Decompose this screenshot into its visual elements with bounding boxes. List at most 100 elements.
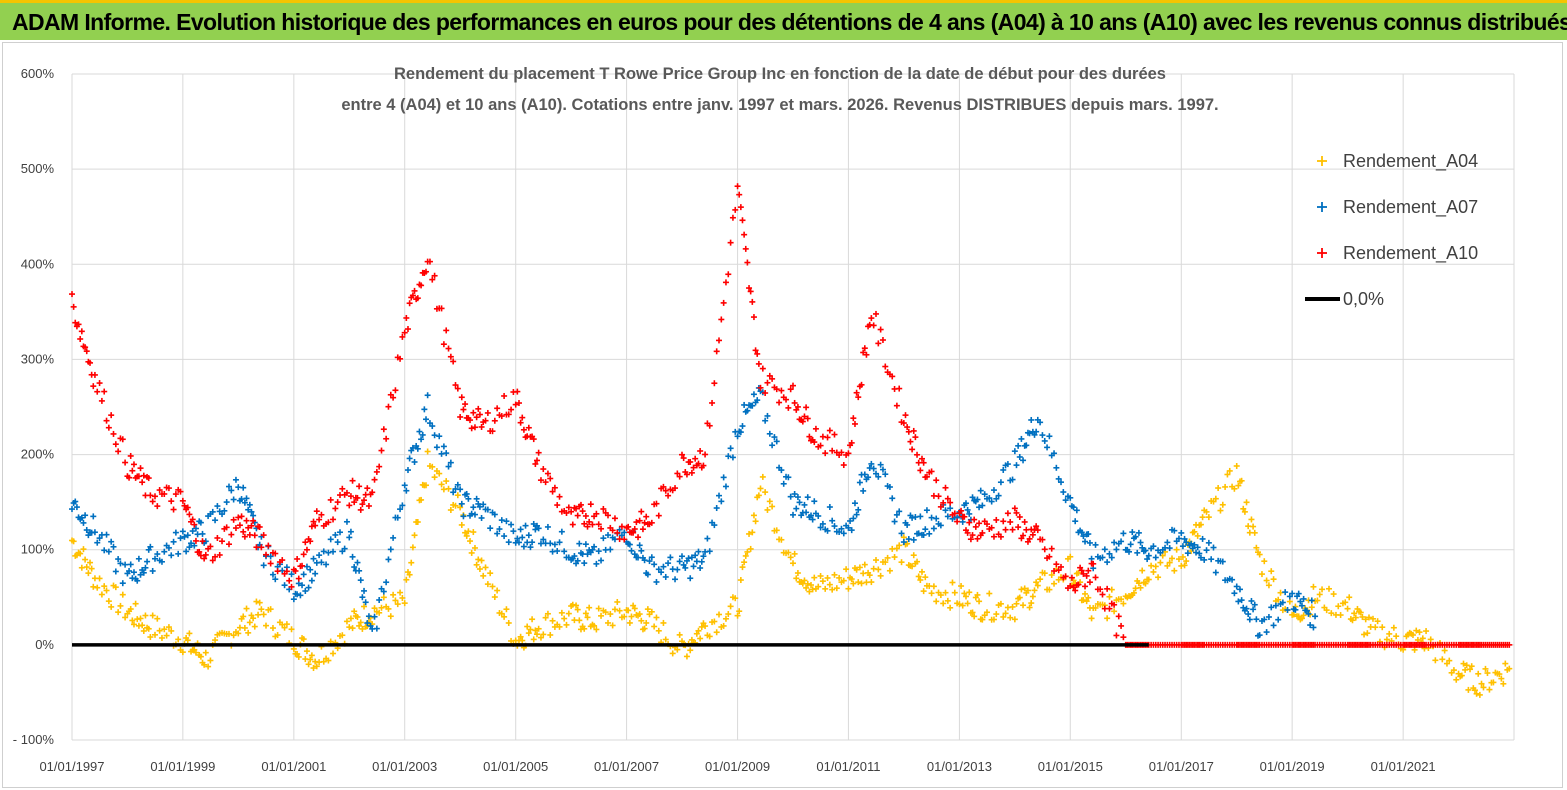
data-point (1490, 679, 1497, 686)
data-point (1178, 529, 1185, 536)
data-point (443, 450, 450, 457)
data-point (1197, 554, 1204, 561)
data-point (764, 412, 771, 419)
data-point (947, 499, 954, 506)
data-point (318, 511, 325, 518)
data-point (501, 392, 508, 399)
data-point (1393, 633, 1400, 640)
data-point (692, 455, 699, 462)
data-point (325, 657, 332, 664)
data-point (1193, 549, 1200, 556)
data-point (385, 605, 392, 612)
data-point (951, 589, 958, 596)
data-point (117, 560, 124, 567)
chart-legend: Rendement_A04 Rendement_A07 Rendement_A10 0… (1305, 151, 1478, 309)
legend-item: Rendement_A07 (1317, 197, 1478, 218)
data-point (734, 183, 741, 190)
data-point (457, 413, 464, 420)
data-point (574, 557, 581, 564)
data-point (462, 401, 469, 408)
data-point (737, 429, 744, 436)
data-point (658, 569, 665, 576)
data-point (794, 403, 801, 410)
data-point (347, 528, 354, 535)
data-point (811, 574, 818, 581)
data-point (318, 559, 325, 566)
data-point (300, 571, 307, 578)
data-point (915, 530, 922, 537)
data-point (241, 533, 248, 540)
data-point (424, 392, 431, 399)
data-point (263, 551, 270, 558)
data-point (1080, 570, 1087, 577)
data-point (1181, 535, 1188, 542)
data-point (144, 558, 151, 565)
data-point (1208, 556, 1215, 563)
data-point (824, 434, 831, 441)
data-point (868, 315, 875, 322)
data-point (626, 619, 633, 626)
data-point (356, 483, 363, 490)
data-point (1416, 629, 1423, 636)
data-point (1026, 604, 1033, 611)
data-point (520, 543, 527, 550)
data-point (401, 482, 408, 489)
data-point (305, 661, 312, 668)
data-point (122, 614, 129, 621)
data-point (349, 477, 356, 484)
data-point (923, 473, 930, 480)
data-point (517, 526, 524, 533)
data-point (380, 594, 387, 601)
legend-label: Rendement_A10 (1343, 243, 1478, 264)
data-point (457, 504, 464, 511)
data-point (299, 582, 306, 589)
data-point (1199, 535, 1206, 542)
data-point (922, 574, 929, 581)
data-point (110, 543, 117, 550)
data-point (351, 499, 358, 506)
data-point (595, 605, 602, 612)
data-point (357, 619, 364, 626)
data-point (915, 573, 922, 580)
data-point (387, 613, 394, 620)
data-point (900, 539, 907, 546)
data-point (639, 526, 646, 533)
data-point (653, 500, 660, 507)
data-point (1037, 576, 1044, 583)
data-point (865, 474, 872, 481)
data-point (181, 533, 188, 540)
data-point (482, 564, 489, 571)
data-point (662, 487, 669, 494)
data-point (537, 634, 544, 641)
data-point (212, 637, 219, 644)
data-point (803, 404, 810, 411)
data-point (1011, 616, 1018, 623)
data-point (576, 540, 583, 547)
data-point (103, 587, 110, 594)
data-point (445, 463, 452, 470)
data-point (697, 564, 704, 571)
data-point (755, 360, 762, 367)
data-point (419, 431, 426, 438)
data-point (1270, 622, 1277, 629)
data-point (1080, 533, 1087, 540)
chart-grid (71, 73, 1515, 741)
data-point (964, 529, 971, 536)
data-point (527, 544, 534, 551)
data-point (207, 657, 214, 664)
data-point (942, 507, 949, 514)
data-point (909, 514, 916, 521)
data-point (1235, 482, 1242, 489)
data-point (399, 594, 406, 601)
data-point (819, 520, 826, 527)
data-point (450, 358, 457, 365)
data-point (1046, 586, 1053, 593)
data-point (1316, 591, 1323, 598)
data-point (336, 529, 343, 536)
data-point (230, 632, 237, 639)
data-point (1130, 589, 1137, 596)
data-point (250, 512, 257, 519)
data-point (688, 554, 695, 561)
data-point (635, 534, 642, 541)
data-point (1092, 604, 1099, 611)
